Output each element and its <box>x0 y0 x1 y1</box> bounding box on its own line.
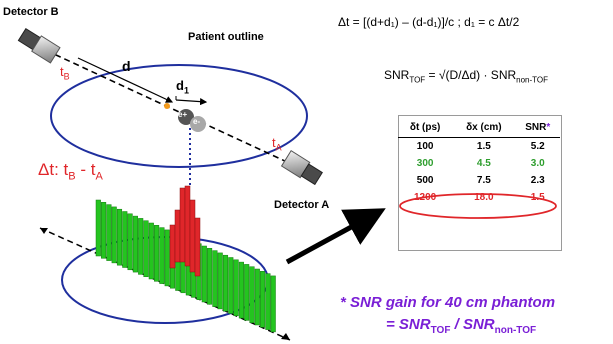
header-snr: SNR* <box>515 117 560 138</box>
tof-equation-1: Δt = [(d+d₁) – (d-d₁)]/c ; d₁ = c Δt/2 <box>338 15 520 29</box>
table-cell-snr: 3.0 <box>530 158 545 169</box>
line-of-response <box>27 41 301 169</box>
red-bar <box>179 187 186 263</box>
green-bar <box>212 250 218 307</box>
snr-gain-footnote: * SNR gain for 40 cm phantom <box>340 294 556 311</box>
green-bar <box>148 222 154 280</box>
green-bar <box>164 229 170 287</box>
patient-outline-ellipse <box>50 64 308 168</box>
green-bar <box>101 202 107 259</box>
green-bar <box>265 273 271 330</box>
detector-b-label: Detector B <box>3 6 59 18</box>
patient-outline-label: Patient outline <box>188 31 264 43</box>
detector-a-icon <box>280 150 323 186</box>
detector-b-icon <box>17 27 61 64</box>
table-cell-dx: 7.5 <box>476 175 491 186</box>
tof-equation-2: SNRTOF = √(D/Δd) · SNRnon-TOF <box>384 68 549 85</box>
green-bar <box>116 208 123 266</box>
table-row: 500 7.5 2.3 <box>398 172 560 189</box>
d1-arrow <box>175 98 208 106</box>
header-dx: δx (cm) <box>452 117 516 138</box>
e-minus-label: e- <box>193 117 201 126</box>
green-bar <box>138 218 144 275</box>
table-cell-dt: 100 <box>416 141 434 152</box>
table-header-row: δt (ps) δx (cm) SNR* <box>398 117 560 138</box>
table-cell-snr: 5.2 <box>530 141 545 152</box>
green-bar <box>249 266 255 323</box>
green-bar <box>106 204 112 261</box>
delta-t-label: Δt: tB - tA <box>38 160 103 183</box>
table-border <box>398 115 562 251</box>
green-bar <box>228 257 234 314</box>
table-cell-dx: 1.5 <box>476 141 491 152</box>
table-cell-dx: 18.0 <box>474 192 494 203</box>
tof-projection-bars <box>169 185 201 277</box>
table-row: 300 4.5 3.0 <box>398 155 560 172</box>
d-label: d <box>122 58 131 74</box>
green-bar <box>132 215 138 273</box>
green-bar <box>122 211 128 268</box>
table-cell-dt: 1200 <box>414 192 437 203</box>
green-bar <box>143 220 149 277</box>
red-bar <box>189 199 196 273</box>
green-bar <box>127 213 133 271</box>
d1-label: d1 <box>176 78 189 96</box>
t-a-label: tA <box>272 135 282 153</box>
green-bar <box>233 259 239 317</box>
pointer-arrow <box>285 208 386 265</box>
green-bar <box>159 227 165 284</box>
green-bar <box>254 268 260 326</box>
green-bar <box>111 206 117 264</box>
green-bar <box>222 254 229 312</box>
table-cell-dx: 4.5 <box>476 158 491 169</box>
red-bar <box>184 185 191 267</box>
table-row: 1200 18.0 1.5 <box>398 189 560 206</box>
red-bar <box>169 224 176 269</box>
table-cell-dt: 500 <box>416 175 434 186</box>
header-dt: δt (ps) <box>398 117 453 138</box>
green-bar <box>270 275 276 333</box>
e-plus-label: e+ <box>178 110 188 119</box>
table-row: 100 1.5 5.2 <box>398 138 560 156</box>
green-bar <box>244 264 250 321</box>
green-bar <box>201 245 207 303</box>
green-bar <box>238 261 244 319</box>
green-bar <box>154 225 160 282</box>
detector-a-label: Detector A <box>274 199 330 211</box>
tof-resolution-table: δt (ps) δx (cm) SNR* 100 1.5 5.2 300 4.5 3.0 5… <box>398 117 560 206</box>
red-bar <box>174 209 181 263</box>
table-cell-snr: 2.3 <box>530 175 545 186</box>
snr-gain-formula: = SNRTOF / SNRnon-TOF <box>386 316 537 336</box>
green-bar <box>260 271 266 328</box>
bottom-lor-line <box>39 227 291 341</box>
d-arrow <box>77 57 174 103</box>
green-bar <box>95 199 101 257</box>
table-cell-snr: 1.5 <box>530 192 545 203</box>
positron-sphere <box>178 109 194 125</box>
green-bar <box>207 248 213 305</box>
annihilation-point <box>164 103 170 109</box>
table-cell-dt: 300 <box>416 158 434 169</box>
green-bar <box>217 252 223 310</box>
red-bar <box>194 217 201 277</box>
highlight-ellipse <box>399 193 557 219</box>
t-b-label: tB <box>60 64 70 82</box>
electron-sphere <box>190 116 206 132</box>
